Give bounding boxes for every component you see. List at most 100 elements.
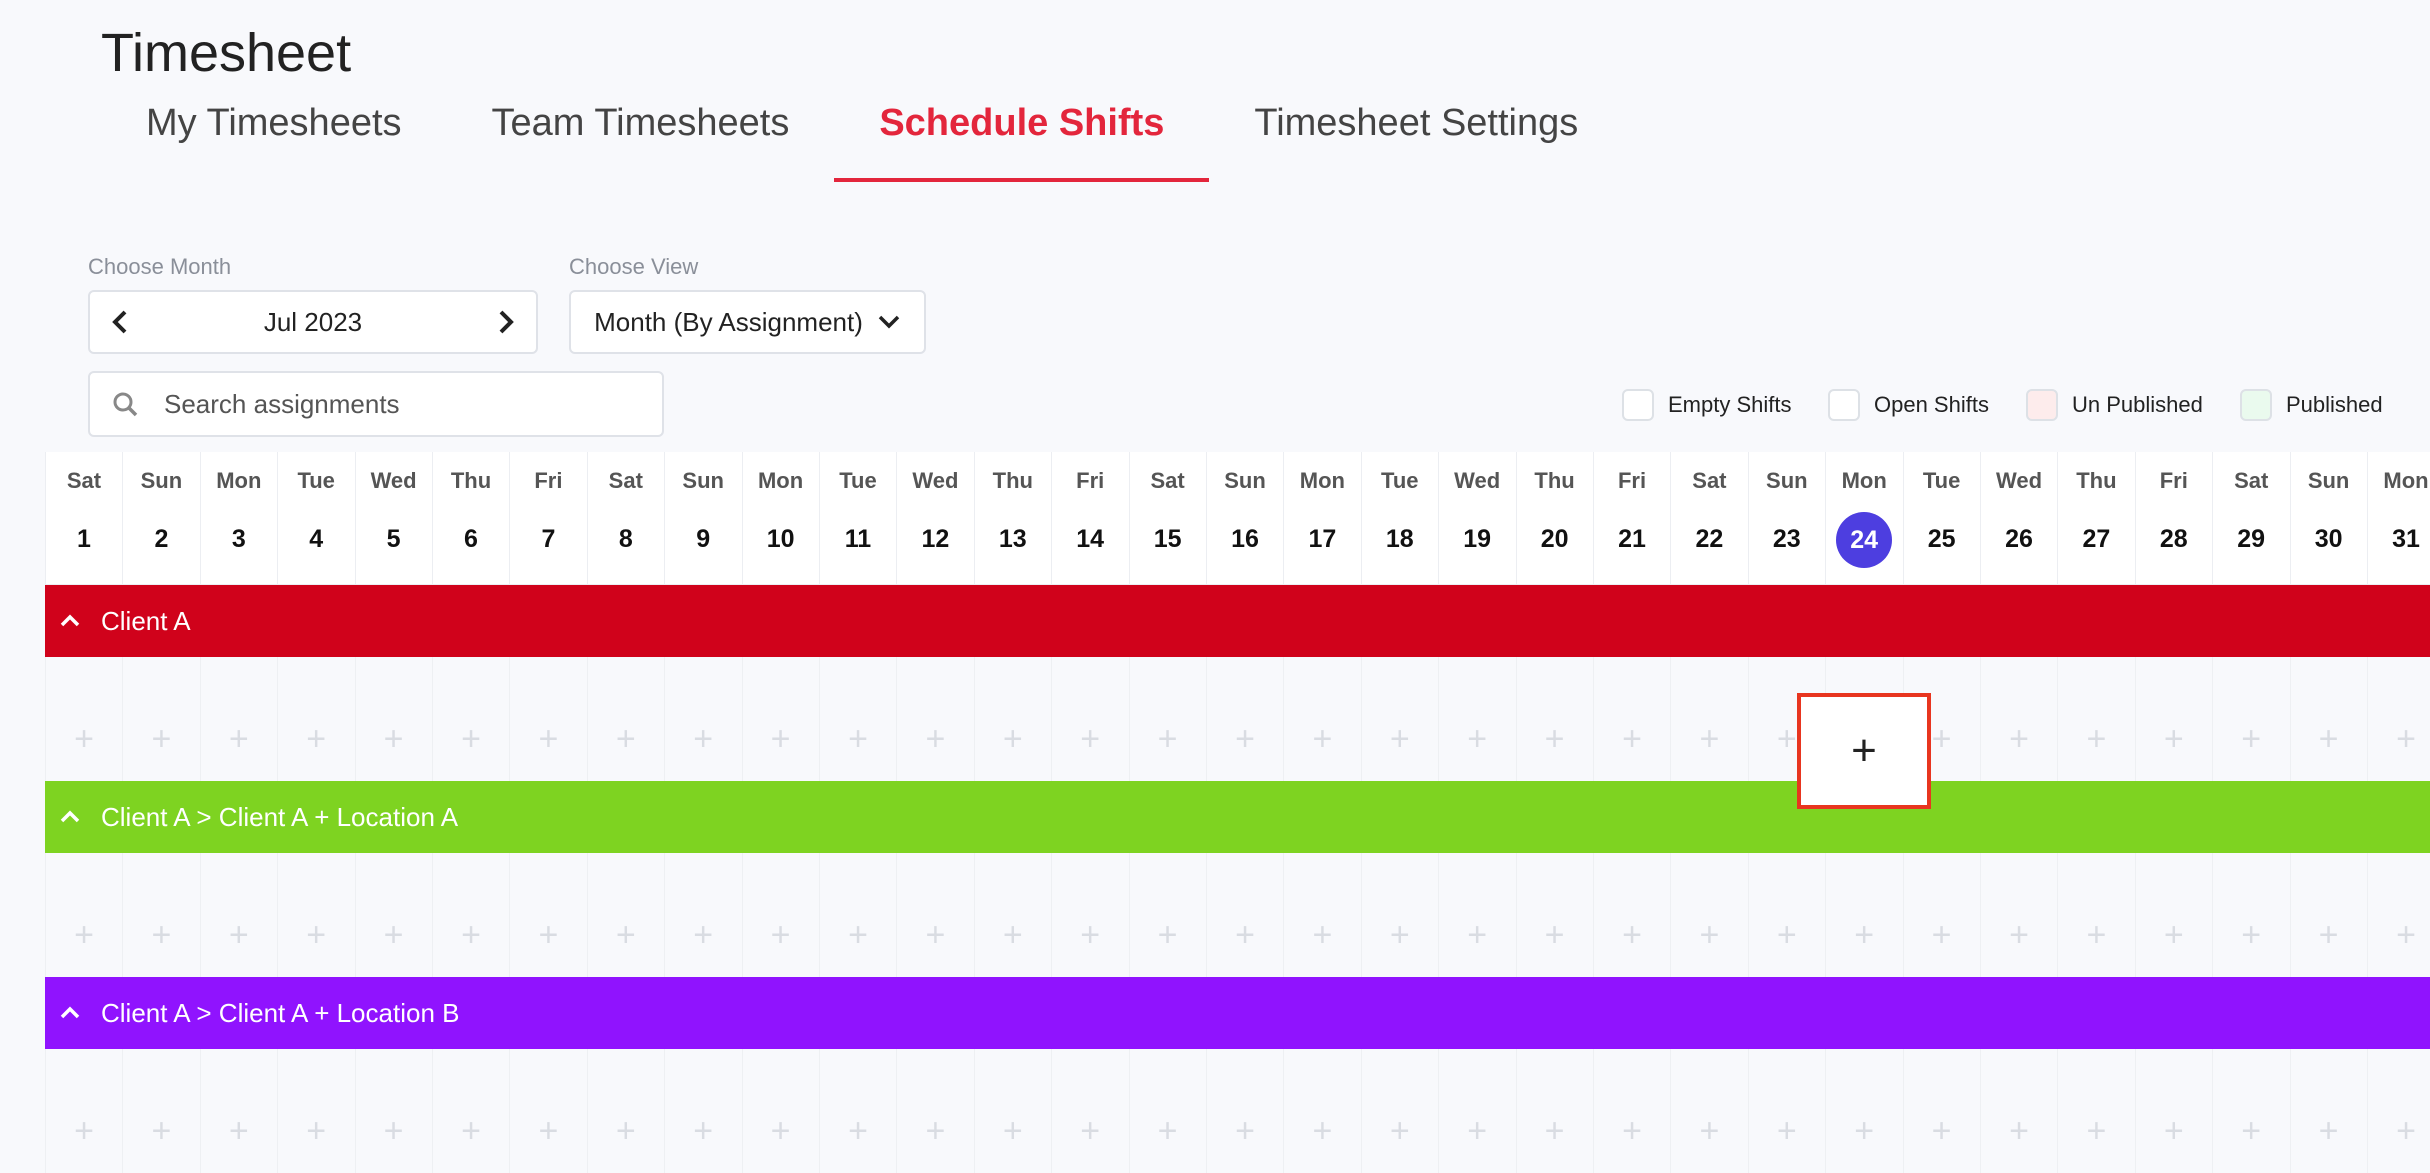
add-shift-cell[interactable]: +: [199, 853, 277, 977]
group-bar[interactable]: Client A: [45, 585, 2430, 657]
add-shift-cell[interactable]: +: [1980, 1049, 2057, 1173]
add-shift-cell[interactable]: +: [973, 853, 1051, 977]
add-shift-cell[interactable]: +: [1283, 853, 1360, 977]
add-shift-cell[interactable]: +: [1670, 1049, 1747, 1173]
add-shift-cell[interactable]: +: [1902, 853, 1980, 977]
add-shift-cell[interactable]: +: [1747, 853, 1825, 977]
add-shift-cell[interactable]: +: [1747, 657, 1825, 781]
add-shift-cell[interactable]: +: [1206, 853, 1283, 977]
add-shift-cell[interactable]: +: [586, 1049, 664, 1173]
add-shift-cell[interactable]: +: [1283, 1049, 1360, 1173]
add-shift-cell[interactable]: +: [1283, 657, 1360, 781]
add-shift-cell[interactable]: +: [432, 657, 509, 781]
add-shift-cell[interactable]: +: [973, 657, 1051, 781]
add-shift-cell[interactable]: +: [819, 853, 896, 977]
add-shift-cell[interactable]: +: [1593, 853, 1670, 977]
add-shift-cell[interactable]: +: [1128, 1049, 1206, 1173]
add-shift-cell[interactable]: +: [1980, 657, 2057, 781]
add-shift-cell[interactable]: +: [1670, 657, 1747, 781]
add-shift-cell[interactable]: +: [1438, 853, 1515, 977]
add-shift-cell[interactable]: +: [509, 657, 586, 781]
add-shift-cell[interactable]: +: [2057, 1049, 2134, 1173]
chevron-up-icon[interactable]: [59, 803, 81, 831]
search-input[interactable]: [162, 387, 626, 421]
add-shift-cell[interactable]: +: [896, 657, 973, 781]
chevron-up-icon[interactable]: [59, 999, 81, 1027]
add-shift-cell[interactable]: +: [1825, 1049, 1902, 1173]
add-shift-cell[interactable]: +: [664, 853, 741, 977]
add-shift-cell[interactable]: +: [896, 1049, 973, 1173]
add-shift-cell[interactable]: +: [2289, 657, 2367, 781]
add-shift-cell[interactable]: +: [199, 1049, 277, 1173]
add-shift-cell[interactable]: +: [2289, 1049, 2367, 1173]
add-shift-cell[interactable]: +: [1051, 1049, 1128, 1173]
chevron-up-icon[interactable]: [59, 607, 81, 635]
add-shift-cell[interactable]: +: [509, 853, 586, 977]
add-shift-cell[interactable]: +: [741, 657, 819, 781]
add-shift-button-highlighted[interactable]: +: [1797, 693, 1931, 809]
add-shift-cell[interactable]: +: [354, 853, 432, 977]
add-shift-cell[interactable]: +: [1051, 657, 1128, 781]
chevron-right-icon[interactable]: [476, 292, 536, 352]
add-shift-cell[interactable]: +: [1593, 1049, 1670, 1173]
add-shift-cell[interactable]: +: [2134, 657, 2212, 781]
add-shift-cell[interactable]: +: [1670, 853, 1747, 977]
add-shift-cell[interactable]: +: [122, 853, 199, 977]
add-shift-cell[interactable]: +: [1128, 853, 1206, 977]
add-shift-cell[interactable]: +: [432, 1049, 509, 1173]
add-shift-cell[interactable]: +: [277, 853, 354, 977]
add-shift-cell[interactable]: +: [2367, 1049, 2430, 1173]
add-shift-cell[interactable]: +: [1360, 657, 1438, 781]
add-shift-cell[interactable]: +: [896, 853, 973, 977]
tab-my-timesheets[interactable]: My Timesheets: [146, 102, 402, 144]
add-shift-cell[interactable]: +: [2289, 853, 2367, 977]
add-shift-cell[interactable]: +: [1051, 853, 1128, 977]
add-shift-cell[interactable]: +: [819, 657, 896, 781]
add-shift-cell[interactable]: +: [586, 853, 664, 977]
add-shift-cell[interactable]: +: [2212, 1049, 2289, 1173]
add-shift-cell[interactable]: +: [2134, 1049, 2212, 1173]
add-shift-cell[interactable]: +: [664, 657, 741, 781]
add-shift-cell[interactable]: +: [354, 1049, 432, 1173]
add-shift-cell[interactable]: +: [1360, 1049, 1438, 1173]
add-shift-cell[interactable]: +: [2057, 657, 2134, 781]
add-shift-cell[interactable]: +: [1206, 657, 1283, 781]
add-shift-cell[interactable]: +: [2367, 657, 2430, 781]
add-shift-cell[interactable]: +: [1747, 1049, 1825, 1173]
add-shift-cell[interactable]: +: [1206, 1049, 1283, 1173]
add-shift-cell[interactable]: +: [741, 853, 819, 977]
add-shift-cell[interactable]: +: [1438, 1049, 1515, 1173]
add-shift-cell[interactable]: +: [1980, 853, 2057, 977]
add-shift-cell[interactable]: +: [586, 657, 664, 781]
tab-schedule-shifts[interactable]: Schedule Shifts: [834, 90, 1210, 182]
chevron-left-icon[interactable]: [90, 292, 150, 352]
add-shift-cell[interactable]: +: [1515, 1049, 1593, 1173]
add-shift-cell[interactable]: +: [277, 657, 354, 781]
tab-timesheet-settings[interactable]: Timesheet Settings: [1254, 102, 1579, 144]
tab-team-timesheets[interactable]: Team Timesheets: [491, 102, 790, 144]
add-shift-cell[interactable]: +: [1825, 853, 1902, 977]
add-shift-cell[interactable]: +: [1593, 657, 1670, 781]
add-shift-cell[interactable]: +: [1515, 657, 1593, 781]
add-shift-cell[interactable]: +: [2057, 853, 2134, 977]
add-shift-cell[interactable]: +: [973, 1049, 1051, 1173]
add-shift-cell[interactable]: +: [2134, 853, 2212, 977]
add-shift-cell[interactable]: +: [199, 657, 277, 781]
add-shift-cell[interactable]: +: [1360, 853, 1438, 977]
add-shift-cell[interactable]: +: [1902, 1049, 1980, 1173]
add-shift-cell[interactable]: +: [354, 657, 432, 781]
add-shift-cell[interactable]: +: [277, 1049, 354, 1173]
add-shift-cell[interactable]: +: [122, 1049, 199, 1173]
add-shift-cell[interactable]: +: [45, 1049, 122, 1173]
add-shift-cell[interactable]: +: [2212, 853, 2289, 977]
add-shift-cell[interactable]: +: [819, 1049, 896, 1173]
add-shift-cell[interactable]: +: [432, 853, 509, 977]
add-shift-cell[interactable]: +: [664, 1049, 741, 1173]
group-bar[interactable]: Client A > Client A + Location A: [45, 781, 2430, 853]
add-shift-cell[interactable]: +: [2367, 853, 2430, 977]
add-shift-cell[interactable]: +: [1128, 657, 1206, 781]
add-shift-cell[interactable]: +: [741, 1049, 819, 1173]
view-select[interactable]: Month (By Assignment): [569, 290, 926, 354]
add-shift-cell[interactable]: +: [1515, 853, 1593, 977]
add-shift-cell[interactable]: +: [509, 1049, 586, 1173]
